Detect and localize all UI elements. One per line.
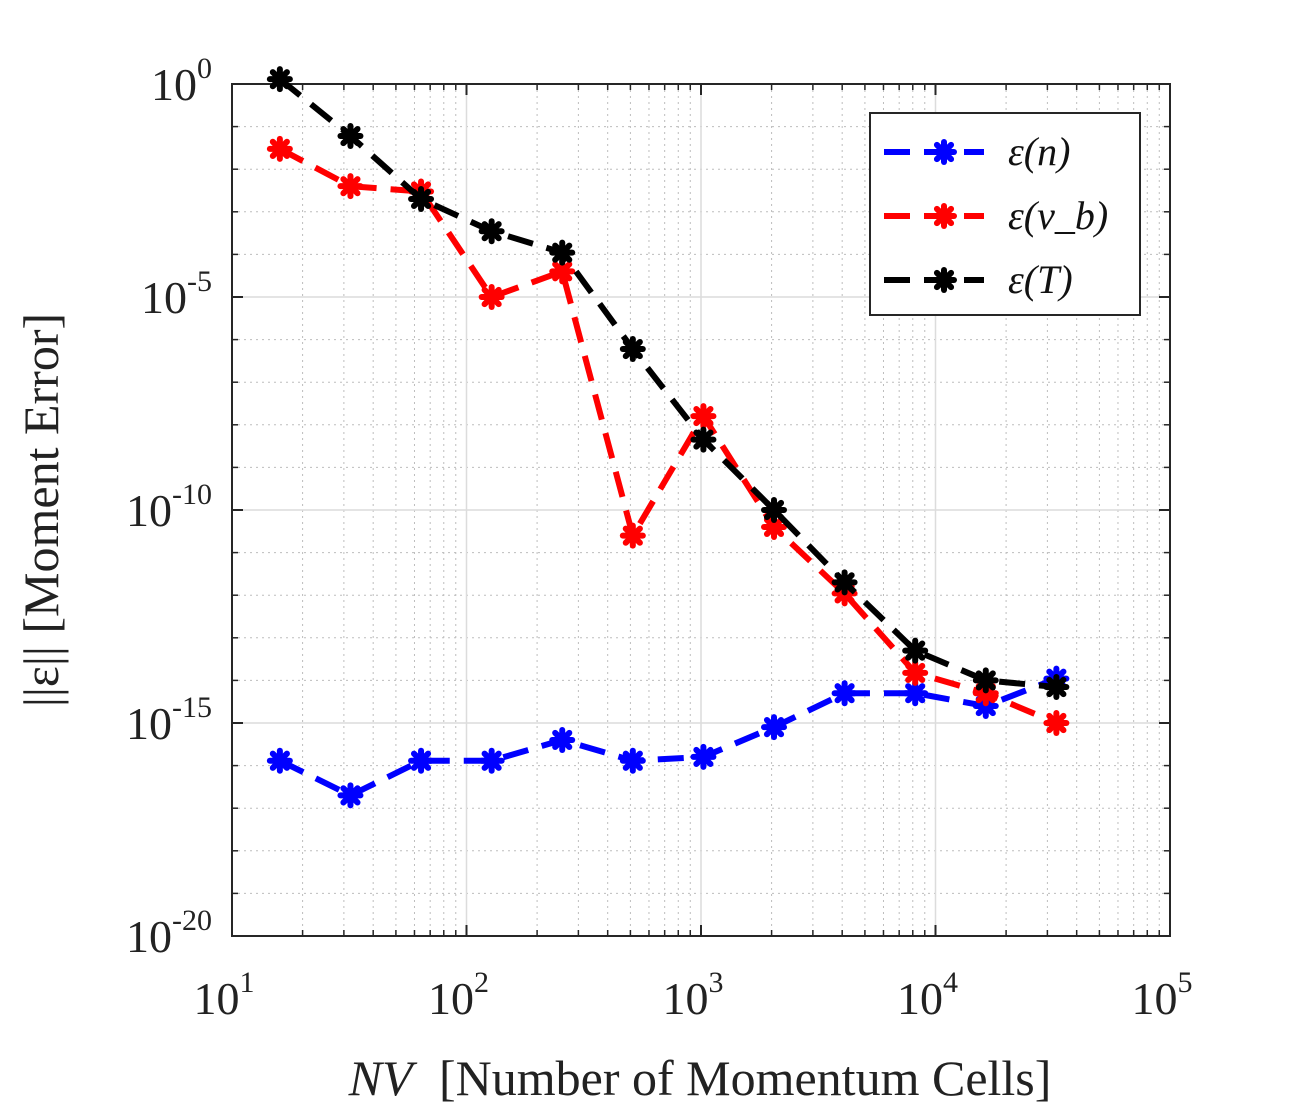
legend-entry: ε(T) (884, 257, 1073, 302)
series-point (619, 747, 646, 774)
series-point (761, 714, 788, 741)
x-tick-label: 104 (897, 966, 958, 1024)
series-layer (266, 66, 1070, 809)
legend-box (869, 112, 1141, 316)
legend-label: ε(T) (1008, 257, 1073, 302)
series-point (478, 747, 505, 774)
y-tick-label: 10-5 (141, 265, 212, 323)
series-point (337, 123, 364, 150)
series-point (266, 66, 293, 93)
series-point (831, 680, 858, 707)
series-point (408, 747, 435, 774)
legend-swatch-marker (931, 267, 957, 293)
x-tick-label: 102 (428, 966, 489, 1024)
series-point (266, 135, 293, 162)
series-point (619, 522, 646, 549)
legend-swatch-marker (931, 139, 957, 165)
y-tick-labels: 100 10-5 10-10 10-15 10-20 (126, 52, 212, 962)
series-point (761, 497, 788, 523)
series-point (1043, 673, 1070, 700)
legend-swatch-marker (931, 203, 957, 229)
series-point (902, 637, 929, 664)
series-point (337, 782, 364, 809)
x-axis-label-var: NV (348, 1050, 418, 1106)
series-point (902, 680, 929, 707)
series-point (690, 743, 717, 770)
series-point (1043, 710, 1070, 736)
legend-label: ε(v_b) (1008, 193, 1108, 238)
legend: ε(n) ε(v_b) ε(T) (869, 112, 1141, 316)
series-2 (266, 66, 1070, 700)
series-point (549, 239, 576, 266)
x-tick-label: 105 (1132, 966, 1193, 1024)
series-point (902, 659, 929, 686)
legend-label: ε(n) (1008, 129, 1070, 174)
y-tick-label: 100 (151, 52, 212, 110)
series-point (549, 726, 576, 753)
series-point (337, 173, 364, 200)
y-tick-label: 10-15 (126, 691, 212, 749)
plot-frame (231, 83, 1171, 937)
series-point (619, 336, 646, 363)
series-point (478, 284, 505, 310)
y-tick-label: 10-10 (126, 478, 212, 536)
y-axis-label: ||ε|| [Moment Error] (13, 313, 69, 707)
series-point (690, 426, 717, 453)
series-point (690, 403, 717, 430)
y-tick-label: 10-20 (126, 904, 212, 962)
x-tick-label: 103 (663, 966, 724, 1024)
x-axis-label-text: [Number of Momentum Cells] (439, 1050, 1051, 1106)
x-axis-label: NV [Number of Momentum Cells] (348, 1050, 1052, 1106)
series-point (972, 667, 999, 694)
legend-entry: ε(n) (884, 129, 1070, 174)
series-point (266, 747, 293, 774)
x-tick-label: 101 (194, 966, 255, 1024)
x-tick-labels: 101 102 103 104 105 (194, 966, 1193, 1024)
series-point (408, 185, 435, 212)
series-point (478, 218, 505, 245)
series-line-2 (278, 76, 1057, 690)
series-point (831, 569, 858, 596)
legend-entry: ε(v_b) (884, 193, 1108, 238)
